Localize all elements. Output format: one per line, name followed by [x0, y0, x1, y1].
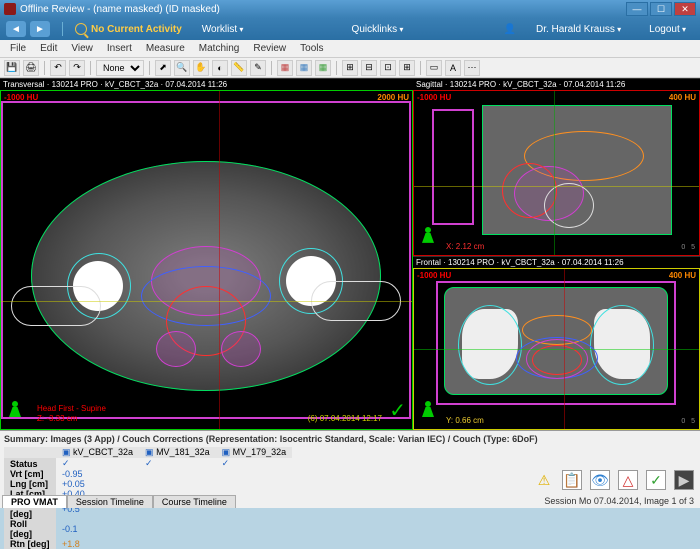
menu-insert[interactable]: Insert: [101, 41, 138, 56]
menu-edit[interactable]: Edit: [34, 41, 63, 56]
summary-text: Summary: Images (3 App) / Couch Correcti…: [4, 433, 696, 445]
tool-save[interactable]: 💾: [4, 60, 20, 76]
tool-more[interactable]: ⋯: [464, 60, 480, 76]
tool-grid2[interactable]: ⊟: [361, 60, 377, 76]
tool-measure[interactable]: 📏: [231, 60, 247, 76]
approve-button[interactable]: ✓: [646, 470, 666, 490]
tool-zoom[interactable]: 🔍: [174, 60, 190, 76]
bottom-tabs: PRO VMATSession TimelineCourse Timeline: [2, 495, 236, 508]
tool-undo[interactable]: ↶: [50, 60, 66, 76]
tool-pointer[interactable]: ⬈: [155, 60, 171, 76]
top-navigation-bar: ◄ ► No Current Activity Worklist Quickli…: [0, 18, 700, 40]
tool-overlay[interactable]: ▭: [426, 60, 442, 76]
next-button[interactable]: ▶: [674, 470, 694, 490]
reject-button[interactable]: △: [618, 470, 638, 490]
tool-grid3[interactable]: ⊡: [380, 60, 396, 76]
sagittal-view[interactable]: -1000 HU 400 HU X: 2.12 cm 0 5: [413, 90, 700, 256]
tool-window[interactable]: ◐: [212, 60, 228, 76]
position-overlay: Head First - Supine: [37, 404, 106, 413]
approve-check-icon[interactable]: ✓: [389, 398, 406, 423]
tool-layout3[interactable]: ▦: [315, 60, 331, 76]
worklist-menu[interactable]: Worklist: [194, 22, 252, 37]
tool-redo[interactable]: ↷: [69, 60, 85, 76]
tab-course-timeline[interactable]: Course Timeline: [153, 495, 236, 508]
orientation-indicator: [418, 401, 442, 425]
tool-pan[interactable]: ✋: [193, 60, 209, 76]
close-button[interactable]: ✕: [674, 2, 696, 16]
clipboard-button[interactable]: 📋: [562, 470, 582, 490]
quicklinks-menu[interactable]: Quicklinks: [344, 22, 412, 37]
tool-pencil[interactable]: ✎: [250, 60, 266, 76]
menu-view[interactable]: View: [65, 41, 99, 56]
tab-session-timeline[interactable]: Session Timeline: [67, 495, 153, 508]
app-icon: [4, 3, 16, 15]
mode-select[interactable]: None: [96, 60, 144, 76]
menu-bar: FileEditViewInsertMeasureMatchingReviewT…: [0, 40, 700, 58]
sagittal-header: Sagittal · 130214 PRO · kV_CBCT_32a · 07…: [413, 78, 700, 90]
frontal-view[interactable]: -1000 HU 400 HU Y: 0.66 cm 0 5: [413, 268, 700, 430]
window-titlebar: Offline Review - (name masked) (ID maske…: [0, 0, 700, 18]
tool-grid1[interactable]: ⊞: [342, 60, 358, 76]
z-coord-overlay: Z: -3.33 cm: [37, 414, 77, 423]
image-viewer-area: Transversal · 130214 PRO · kV_CBCT_32a ·…: [0, 78, 700, 430]
window-title: Offline Review - (name masked) (ID maske…: [20, 4, 220, 15]
warning-icon[interactable]: ⚠: [534, 470, 554, 490]
search-icon: [75, 23, 87, 35]
menu-matching[interactable]: Matching: [193, 41, 246, 56]
toolbar: 💾 🖨 ↶ ↷ None ⬈ 🔍 ✋ ◐ 📏 ✎ ▦ ▦ ▦ ⊞ ⊟ ⊡ ⊞ ▭…: [0, 58, 700, 78]
action-buttons: ⚠ 📋 👁 △ ✓ ▶: [534, 470, 694, 490]
orientation-indicator: [5, 401, 29, 425]
logout-menu[interactable]: Logout: [641, 22, 694, 37]
session-status: Session Mo 07.04.2014, Image 1 of 3: [544, 496, 694, 506]
menu-file[interactable]: File: [4, 41, 32, 56]
activity-label: No Current Activity: [91, 24, 182, 35]
tool-grid4[interactable]: ⊞: [399, 60, 415, 76]
nav-forward-button[interactable]: ►: [30, 21, 50, 37]
activity-search[interactable]: No Current Activity: [75, 23, 182, 35]
minimize-button[interactable]: —: [626, 2, 648, 16]
frontal-header: Frontal · 130214 PRO · kV_CBCT_32a · 07.…: [413, 256, 700, 268]
tab-pro-vmat[interactable]: PRO VMAT: [2, 495, 67, 508]
menu-tools[interactable]: Tools: [294, 41, 329, 56]
tool-layout1[interactable]: ▦: [277, 60, 293, 76]
transversal-view[interactable]: -1000 HU 2000 HU H: [0, 90, 413, 430]
tool-print[interactable]: 🖨: [23, 60, 39, 76]
timestamp-overlay: (6) 07.04.2014 12:17: [308, 414, 382, 423]
tool-text[interactable]: A: [445, 60, 461, 76]
maximize-button[interactable]: ☐: [650, 2, 672, 16]
orientation-indicator: [418, 227, 442, 251]
nav-back-button[interactable]: ◄: [6, 21, 26, 37]
user-menu[interactable]: Dr. Harald Krauss: [528, 22, 629, 37]
summary-panel: Summary: Images (3 App) / Couch Correcti…: [0, 430, 700, 508]
tool-layout2[interactable]: ▦: [296, 60, 312, 76]
menu-review[interactable]: Review: [247, 41, 292, 56]
menu-measure[interactable]: Measure: [140, 41, 191, 56]
view-button[interactable]: 👁: [590, 470, 610, 490]
transversal-header: Transversal · 130214 PRO · kV_CBCT_32a ·…: [0, 78, 413, 90]
